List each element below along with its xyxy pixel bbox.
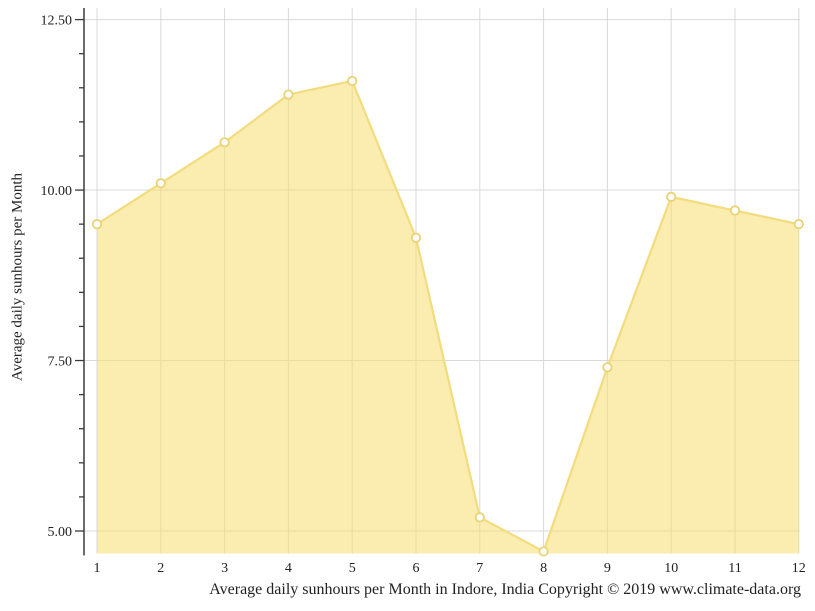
data-point-marker [666,191,677,202]
data-point-marker [91,219,103,230]
x-axis-tick-label: 12 [792,561,806,576]
x-axis-tick-label: 8 [540,561,547,576]
data-point-marker [793,219,804,230]
data-line [96,79,800,553]
x-axis-tick-label: 5 [349,561,356,576]
x-axis-tick-label: 1 [94,561,101,576]
data-point-marker [155,178,166,189]
data-point-marker [729,205,741,216]
y-axis-title: Average daily sunhours per Month [9,172,26,382]
y-axis-tick-label: 12.50 [41,14,73,29]
x-axis-tick-label: 6 [413,561,420,576]
y-axis-tick-label: 5.00 [48,525,73,540]
data-point-marker [283,89,294,100]
y-axis-tick-label: 10.00 [41,184,73,199]
data-point-marker [474,512,485,523]
x-axis-tick-label: 7 [476,561,483,576]
data-point-marker [347,75,358,87]
data-point-marker [602,362,613,373]
chart-caption: Average daily sunhours per Month in Indo… [209,581,801,598]
data-point-marker [538,546,549,557]
data-point-marker [219,137,230,148]
x-axis-tick-label: 9 [604,561,611,576]
area-fill [97,80,799,554]
x-axis-tick-label: 10 [664,561,678,576]
x-axis-tick-label: 3 [221,561,228,576]
x-axis-tick-label: 4 [285,561,292,576]
y-axis-tick-label: 7.50 [48,355,73,370]
x-axis-tick-label: 2 [157,561,164,576]
data-point-marker [410,232,422,243]
x-axis-tick-label: 11 [728,561,741,576]
